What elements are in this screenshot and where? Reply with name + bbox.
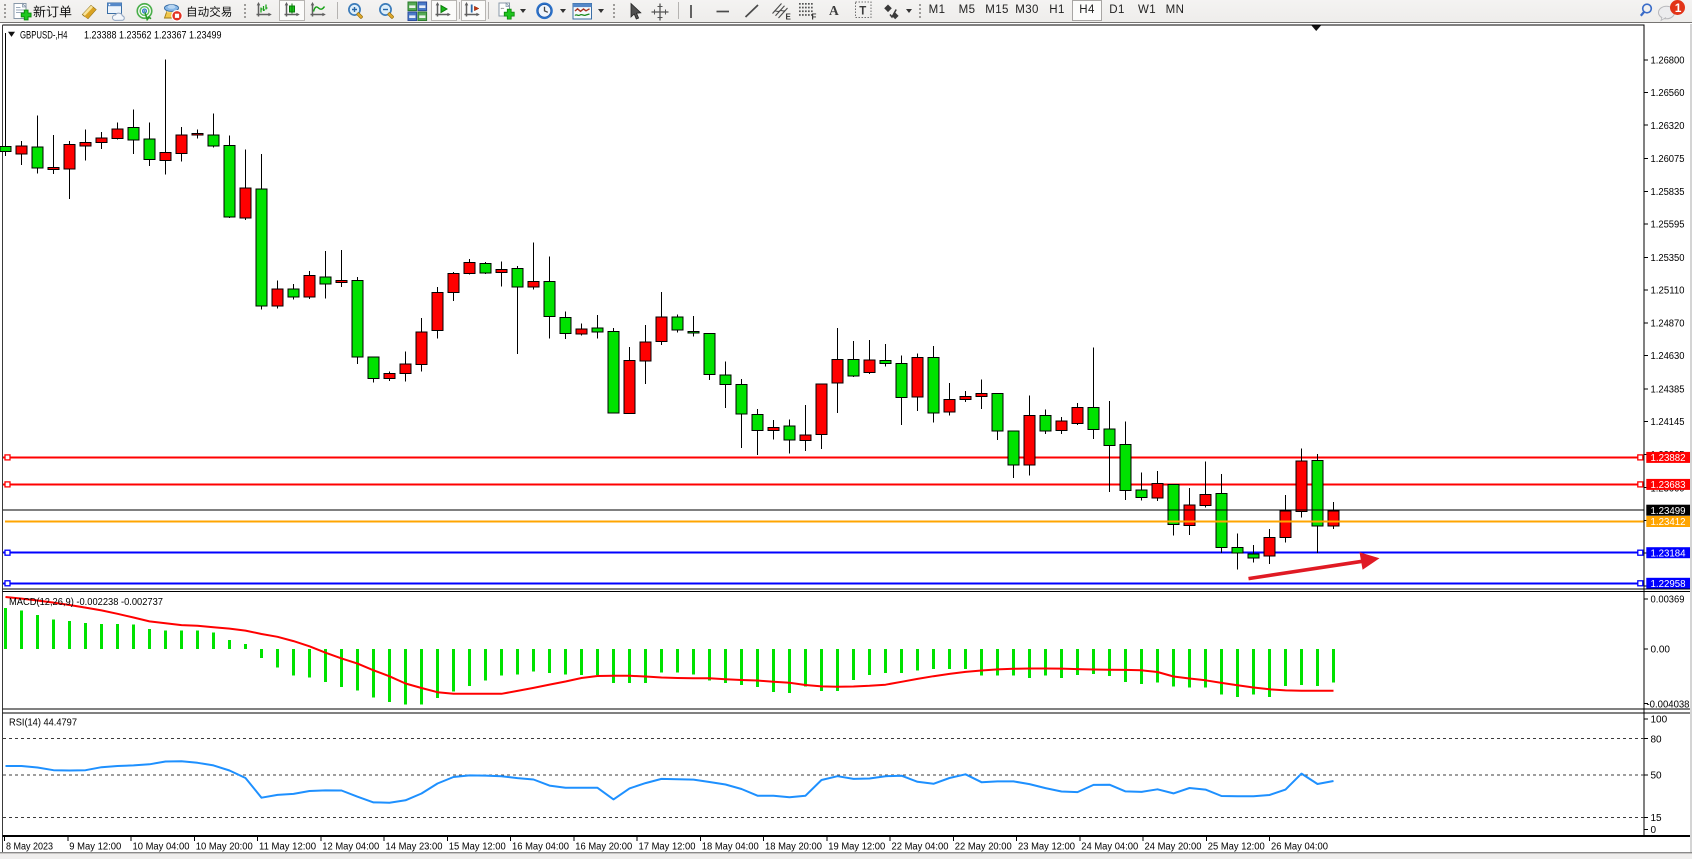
svg-text:10 May 20:00: 10 May 20:00 bbox=[196, 841, 253, 852]
svg-text:0.00: 0.00 bbox=[1651, 644, 1671, 655]
svg-text:15: 15 bbox=[1651, 813, 1663, 824]
svg-text:1.23499: 1.23499 bbox=[1651, 506, 1686, 517]
svg-text:25 May 12:00: 25 May 12:00 bbox=[1208, 841, 1265, 852]
svg-text:MACD(12,26,9) -0.002238 -0.002: MACD(12,26,9) -0.002238 -0.002737 bbox=[9, 596, 163, 608]
svg-text:1.23683: 1.23683 bbox=[1651, 480, 1686, 491]
svg-text:F: F bbox=[812, 13, 817, 22]
svg-text:1.24630: 1.24630 bbox=[1651, 351, 1685, 362]
svg-text:RSI(14) 44.4797: RSI(14) 44.4797 bbox=[9, 717, 77, 729]
svg-text:1.23184: 1.23184 bbox=[1651, 548, 1686, 559]
svg-text:1.26320: 1.26320 bbox=[1651, 121, 1685, 132]
svg-text:1.23882: 1.23882 bbox=[1651, 453, 1686, 464]
svg-text:1.26075: 1.26075 bbox=[1651, 154, 1685, 165]
svg-text:80: 80 bbox=[1651, 734, 1663, 745]
svg-text:17 May 12:00: 17 May 12:00 bbox=[639, 841, 696, 852]
svg-text:16 May 04:00: 16 May 04:00 bbox=[512, 841, 569, 852]
svg-text:19 May 12:00: 19 May 12:00 bbox=[828, 841, 885, 852]
svg-text:1.23388 1.23562 1.23367 1.2349: 1.23388 1.23562 1.23367 1.23499 bbox=[84, 29, 222, 41]
svg-text:9 May 12:00: 9 May 12:00 bbox=[69, 841, 121, 852]
svg-text:11 May 12:00: 11 May 12:00 bbox=[259, 841, 316, 852]
svg-text:T: T bbox=[859, 5, 866, 17]
svg-text:0.00369: 0.00369 bbox=[1651, 595, 1685, 606]
svg-text:1.25595: 1.25595 bbox=[1651, 220, 1685, 231]
svg-text:24 May 20:00: 24 May 20:00 bbox=[1145, 841, 1202, 852]
svg-text:26 May 04:00: 26 May 04:00 bbox=[1271, 841, 1328, 852]
svg-text:24 May 04:00: 24 May 04:00 bbox=[1081, 841, 1138, 852]
svg-text:8 May 2023: 8 May 2023 bbox=[6, 841, 53, 852]
svg-text:1.23412: 1.23412 bbox=[1651, 517, 1686, 528]
svg-text:22 May 04:00: 22 May 04:00 bbox=[892, 841, 949, 852]
svg-text:1.24145: 1.24145 bbox=[1651, 417, 1685, 428]
svg-text:50: 50 bbox=[1651, 771, 1663, 782]
svg-text:1.25110: 1.25110 bbox=[1651, 286, 1685, 297]
svg-text:18 May 04:00: 18 May 04:00 bbox=[702, 841, 759, 852]
svg-text:16 May 20:00: 16 May 20:00 bbox=[575, 841, 632, 852]
svg-text:12 May 04:00: 12 May 04:00 bbox=[322, 841, 379, 852]
svg-text:1.26800: 1.26800 bbox=[1651, 55, 1685, 66]
svg-text:1.22958: 1.22958 bbox=[1651, 579, 1686, 590]
svg-text:1: 1 bbox=[1675, 1, 1682, 15]
svg-text:15 May 12:00: 15 May 12:00 bbox=[449, 841, 506, 852]
svg-text:1.24870: 1.24870 bbox=[1651, 318, 1685, 329]
svg-text:14 May 23:00: 14 May 23:00 bbox=[386, 841, 443, 852]
svg-text:18 May 20:00: 18 May 20:00 bbox=[765, 841, 822, 852]
svg-text:1.25835: 1.25835 bbox=[1651, 187, 1685, 198]
svg-text:1.26560: 1.26560 bbox=[1651, 88, 1685, 99]
svg-text:E: E bbox=[786, 13, 792, 22]
svg-text:-0.004038: -0.004038 bbox=[1647, 699, 1690, 710]
svg-text:22 May 20:00: 22 May 20:00 bbox=[955, 841, 1012, 852]
svg-text:23 May 12:00: 23 May 12:00 bbox=[1018, 841, 1075, 852]
svg-text:100: 100 bbox=[1651, 715, 1668, 726]
svg-text:0: 0 bbox=[1651, 825, 1657, 836]
svg-text:1.24385: 1.24385 bbox=[1651, 385, 1685, 396]
svg-text:GBPUSD-,H4: GBPUSD-,H4 bbox=[20, 29, 68, 41]
svg-text:10 May 04:00: 10 May 04:00 bbox=[133, 841, 190, 852]
svg-text:1.25350: 1.25350 bbox=[1651, 253, 1685, 264]
